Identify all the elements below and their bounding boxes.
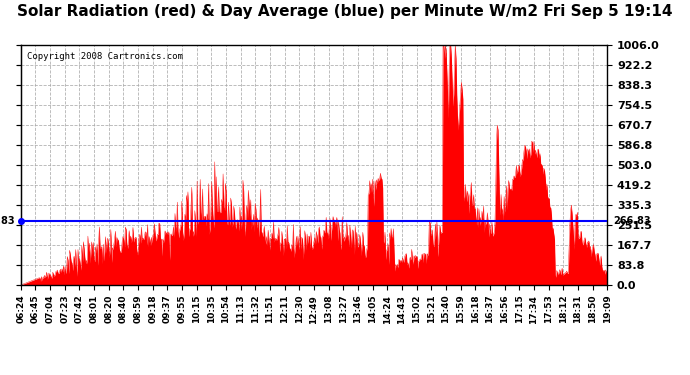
Text: 266.83: 266.83 — [613, 216, 651, 226]
Text: 266.83: 266.83 — [0, 216, 15, 226]
Text: Solar Radiation (red) & Day Average (blue) per Minute W/m2 Fri Sep 5 19:14: Solar Radiation (red) & Day Average (blu… — [17, 4, 673, 19]
Text: Copyright 2008 Cartronics.com: Copyright 2008 Cartronics.com — [26, 52, 182, 61]
